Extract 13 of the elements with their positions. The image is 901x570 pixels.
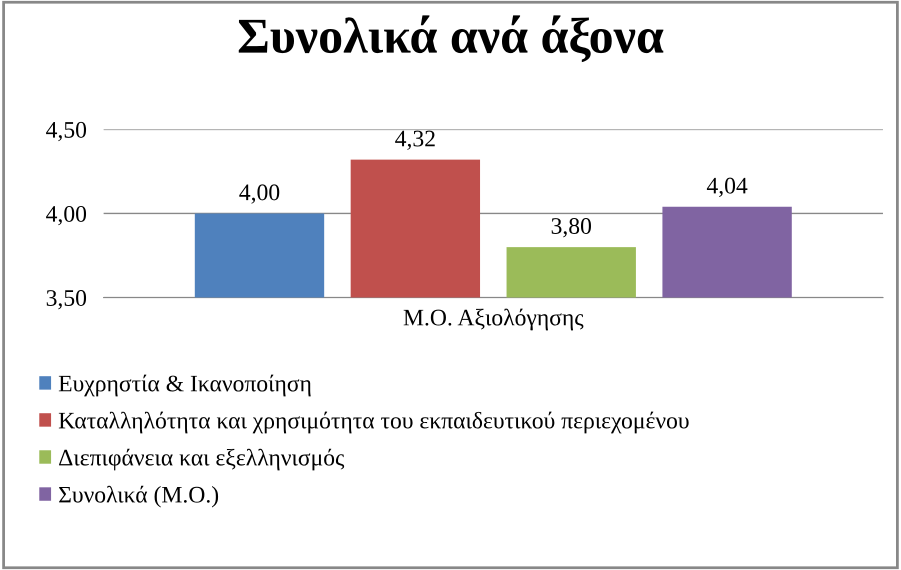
y-tick-label: 4,00	[46, 206, 86, 226]
data-label: 4,32	[395, 130, 435, 150]
y-tick-label: 3,50	[46, 290, 86, 310]
data-label: 4,00	[239, 184, 280, 204]
data-label: 3,80	[552, 218, 591, 238]
legend-label: Ευχρηστία & Ικανοποίηση	[58, 374, 311, 396]
data-label: 4,04	[706, 178, 748, 198]
y-tick-label: 4,50	[46, 122, 86, 142]
legend-label: Διεπιφάνεια και εξελληνισμός	[59, 448, 344, 470]
legend-label: Καταλληλότητα και χρησιμότητα του εκπαιδευτικού περιεχομένου	[58, 412, 689, 434]
chart-title: Συνολικά ανά άξονα	[238, 15, 664, 62]
x-tick-label: Μ.Ο. Αξιολόγησης	[404, 308, 584, 330]
legend-label: Συνολικά (Μ.Ο.)	[59, 486, 218, 508]
